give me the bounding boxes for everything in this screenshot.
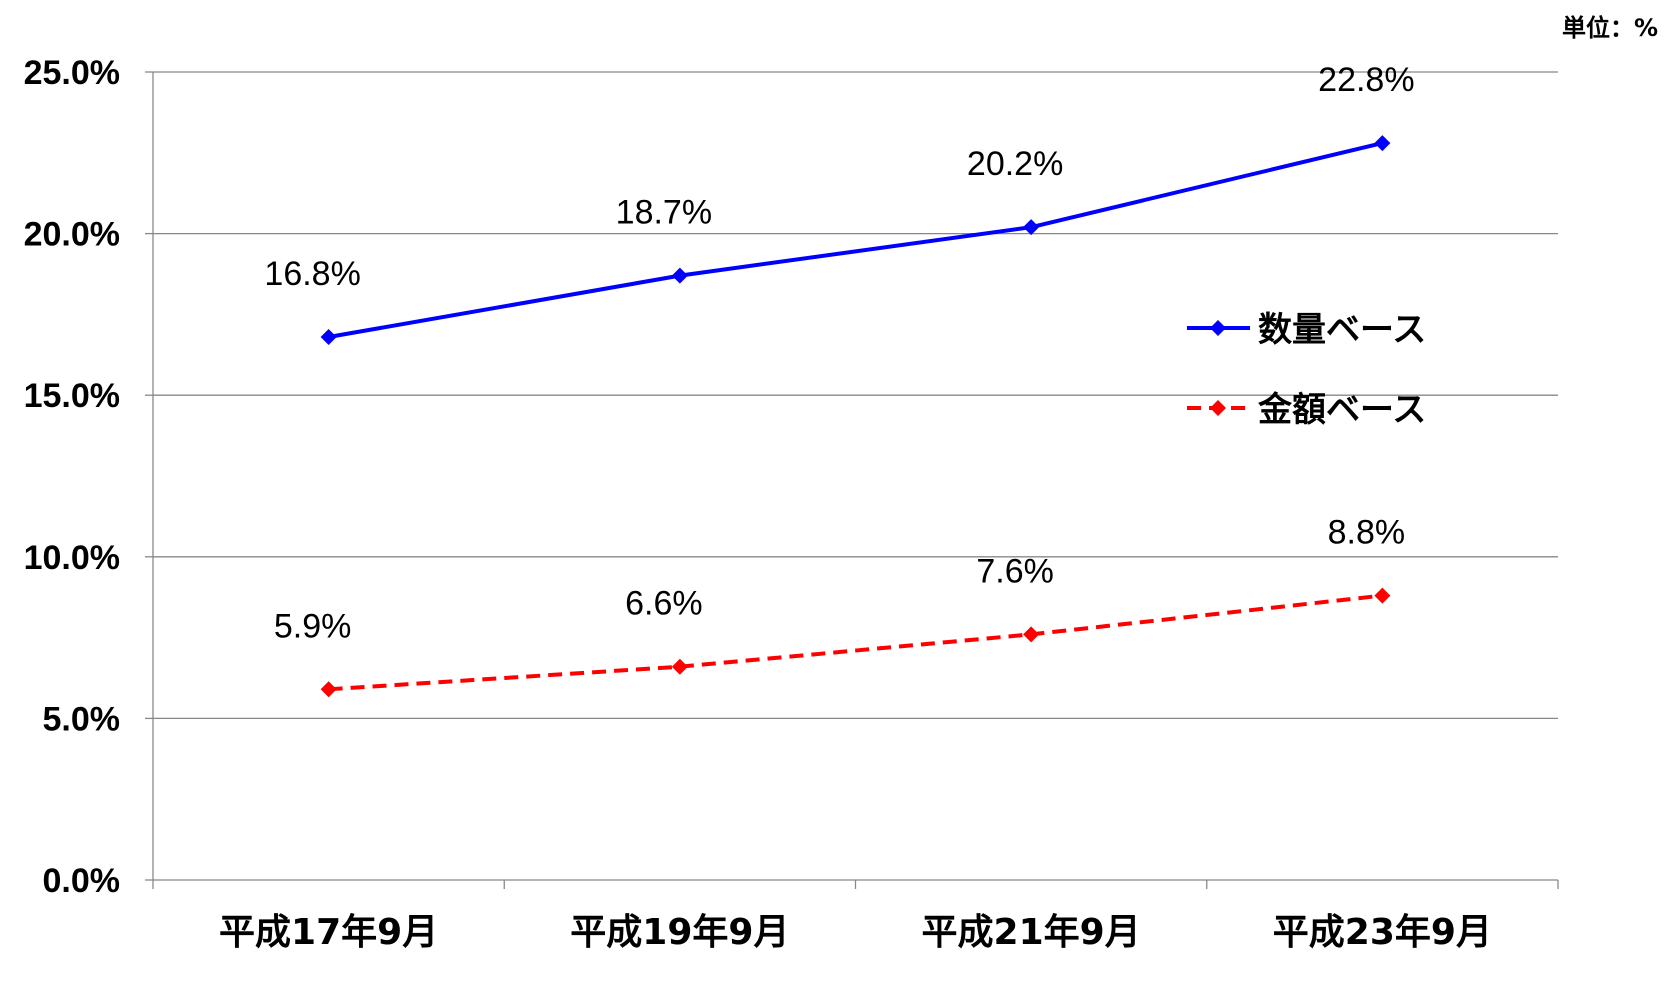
data-point-marker <box>671 658 688 675</box>
x-category-label: 平成17年9月 <box>219 912 438 953</box>
y-tick-label: 0.0% <box>43 862 121 900</box>
data-point-marker <box>671 267 688 284</box>
data-point-marker <box>320 329 337 346</box>
data-label: 18.7% <box>616 194 712 232</box>
y-tick-label: 20.0% <box>24 216 120 254</box>
series-line-1 <box>328 593 1383 692</box>
legend-marker-0 <box>1210 320 1226 336</box>
series-line-0 <box>328 141 1383 339</box>
series-lines <box>320 135 1391 698</box>
data-point-marker <box>1374 587 1391 604</box>
legend-label: 数量ベース <box>1258 310 1426 350</box>
data-label: 22.8% <box>1318 61 1414 99</box>
legend-label: 金額ベース <box>1257 390 1426 430</box>
x-category-label: 平成23年9月 <box>1273 912 1492 953</box>
y-tick-label: 25.0% <box>24 54 120 92</box>
data-labels: 16.8% 18.7% 20.2% 22.8% 5.9% 6.6% 7.6% 8.8% <box>264 61 1414 645</box>
data-point-marker <box>1374 135 1391 152</box>
y-axis-tick-labels: 0.0% 5.0% 10.0% 15.0% 20.0% 25.0% <box>24 54 120 900</box>
data-point-marker <box>1023 626 1040 643</box>
unit-label: 単位：% <box>1562 14 1658 42</box>
data-label: 16.8% <box>264 255 360 293</box>
data-label: 7.6% <box>976 552 1054 590</box>
x-axis-category-labels: 平成17年9月 平成19年9月 平成21年9月 平成23年9月 <box>219 912 1492 953</box>
axes <box>145 71 1559 889</box>
x-category-label: 平成19年9月 <box>570 912 789 953</box>
data-point-marker <box>1023 219 1040 236</box>
data-label: 5.9% <box>274 607 352 645</box>
data-label: 6.6% <box>625 585 703 623</box>
y-tick-label: 5.0% <box>43 700 121 738</box>
legend-marker-1 <box>1210 400 1226 416</box>
x-category-label: 平成21年9月 <box>922 912 1141 953</box>
data-label: 20.2% <box>967 145 1063 183</box>
data-point-marker <box>320 681 337 698</box>
y-tick-label: 10.0% <box>24 539 120 577</box>
data-label: 8.8% <box>1328 514 1406 552</box>
gridlines <box>153 71 1558 720</box>
y-tick-label: 15.0% <box>24 377 120 415</box>
